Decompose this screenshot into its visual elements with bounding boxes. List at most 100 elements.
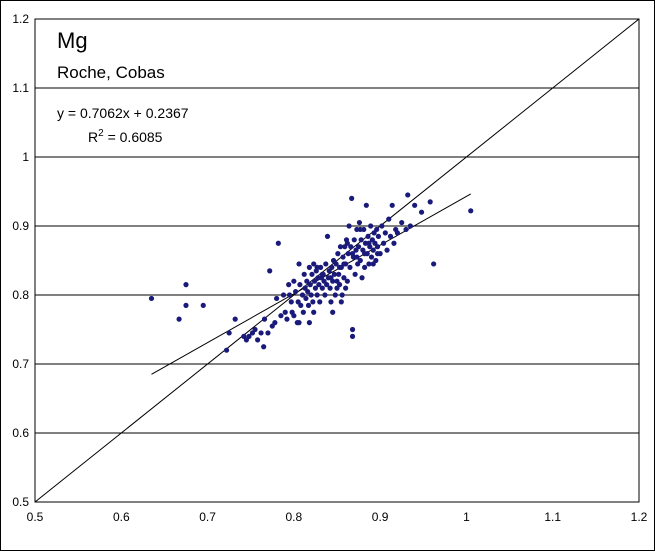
- data-point: [280, 292, 287, 298]
- data-point: [311, 278, 318, 284]
- data-point: [319, 271, 325, 277]
- data-point: [345, 251, 351, 257]
- data-point: [405, 192, 411, 198]
- y-tick-label: 0.5: [12, 495, 29, 509]
- data-point: [304, 278, 310, 284]
- y-tick-label: 1: [22, 150, 29, 164]
- data-point: [306, 320, 312, 326]
- data-point: [370, 247, 376, 253]
- data-point: [299, 292, 306, 298]
- data-point: [335, 251, 341, 257]
- data-point: [330, 309, 336, 315]
- data-point: [347, 264, 353, 270]
- data-point: [267, 268, 273, 274]
- data-point: [261, 344, 267, 350]
- identity-line: [34, 18, 640, 503]
- data-point: [223, 347, 230, 353]
- data-point: [349, 251, 356, 257]
- data-point: [341, 261, 347, 267]
- data-point: [391, 240, 397, 246]
- data-point: [246, 333, 252, 339]
- data-point: [252, 326, 258, 333]
- data-point: [278, 313, 284, 319]
- data-point: [183, 282, 189, 288]
- plot-area-border: [34, 18, 640, 503]
- trend-lines: [34, 18, 640, 503]
- data-point: [305, 288, 311, 295]
- data-point: [303, 295, 309, 302]
- data-point: [316, 282, 322, 288]
- data-point: [389, 202, 395, 208]
- x-tick-label: 0.6: [113, 510, 130, 524]
- data-point: [368, 223, 374, 229]
- data-point: [403, 226, 409, 233]
- data-point: [336, 264, 343, 270]
- y-tick-label: 1.1: [12, 81, 29, 95]
- data-point: [291, 278, 297, 284]
- data-point: [288, 299, 294, 305]
- data-point: [418, 209, 425, 215]
- data-point: [324, 233, 331, 239]
- data-point: [292, 288, 299, 295]
- data-point: [327, 285, 333, 291]
- data-point: [340, 254, 346, 260]
- data-point: [349, 195, 355, 201]
- data-point: [382, 230, 388, 236]
- data-point: [272, 320, 278, 326]
- data-point: [374, 251, 381, 257]
- data-point: [431, 261, 437, 267]
- x-tick-label: 1.1: [544, 510, 561, 524]
- tick-labels: 0.5 0.6 0.7 0.8 0.9 1 1.1 1.2 0.5 0.6 0.7 0.8 0.9 1 1.…: [12, 12, 647, 524]
- data-point: [357, 226, 363, 233]
- data-point: [282, 309, 288, 315]
- data-point: [305, 302, 312, 308]
- y-tick-label: 0.9: [12, 219, 29, 233]
- data-point: [362, 264, 368, 270]
- data-point: [331, 271, 338, 277]
- data-point: [286, 282, 292, 288]
- data-point: [312, 285, 319, 291]
- data-point: [394, 230, 400, 236]
- data-point: [324, 282, 330, 288]
- data-point: [328, 275, 334, 281]
- data-point: [258, 330, 264, 336]
- data-point: [329, 264, 335, 270]
- data-point: [359, 275, 365, 281]
- data-point: [311, 309, 317, 315]
- regression-equation: y = 0.7062x + 0.2367: [57, 105, 189, 121]
- data-point: [365, 233, 371, 239]
- y-tick-label: 0.8: [12, 288, 29, 302]
- data-point: [274, 295, 280, 302]
- data-point: [384, 247, 390, 253]
- x-tick-label: 1: [463, 510, 470, 524]
- data-point: [366, 240, 372, 246]
- r2-value: = 0.6085: [104, 129, 163, 145]
- data-point: [332, 292, 338, 298]
- x-tick-label: 0.9: [372, 510, 389, 524]
- data-point: [307, 282, 313, 288]
- data-point: [265, 330, 271, 336]
- data-point: [374, 226, 380, 233]
- data-point: [226, 330, 232, 336]
- data-point: [338, 299, 344, 305]
- data-point: [183, 302, 189, 308]
- data-point: [300, 309, 306, 315]
- data-point: [308, 292, 314, 298]
- data-point: [334, 285, 340, 291]
- data-point: [339, 292, 345, 298]
- y-tick-label: 1.2: [12, 12, 29, 26]
- data-point: [349, 326, 356, 333]
- data-point: [291, 313, 297, 319]
- data-point: [354, 254, 360, 260]
- data-point: [337, 244, 344, 250]
- data-point: [427, 199, 433, 205]
- data-point: [374, 244, 381, 250]
- x-tick-label: 0.5: [27, 510, 44, 524]
- data-points: [148, 192, 474, 353]
- data-point: [333, 261, 339, 267]
- data-point: [362, 251, 368, 257]
- data-point: [232, 316, 238, 322]
- data-point: [323, 261, 329, 267]
- data-point: [284, 316, 290, 322]
